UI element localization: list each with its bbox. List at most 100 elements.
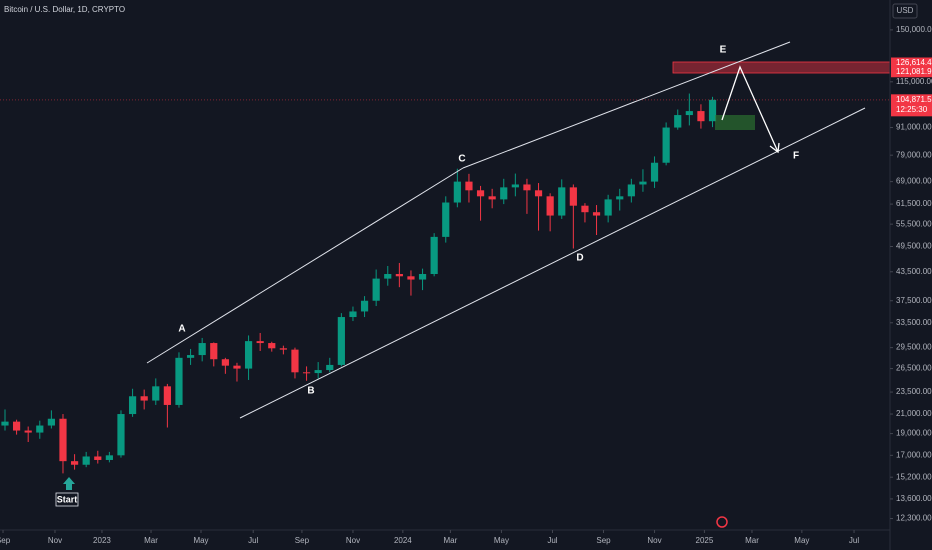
resistance-zone bbox=[672, 61, 891, 74]
candle-body bbox=[407, 276, 415, 280]
candle-body bbox=[210, 343, 218, 360]
x-tick-label: May bbox=[494, 536, 509, 545]
x-tick-label: May bbox=[794, 536, 809, 545]
candle-body bbox=[221, 359, 229, 366]
x-tick-label: Mar bbox=[444, 536, 458, 545]
candle-body bbox=[395, 274, 403, 277]
x-tick-label: May bbox=[193, 536, 208, 545]
candle-body bbox=[442, 202, 450, 237]
candle-body bbox=[360, 300, 369, 312]
y-tick-label: 26,500.00 bbox=[896, 364, 932, 373]
candle-body bbox=[430, 236, 438, 275]
candle-body bbox=[627, 184, 635, 197]
price-label-box bbox=[891, 57, 932, 69]
currency-box bbox=[892, 3, 918, 19]
wave-label: C bbox=[458, 154, 465, 165]
x-tick-label: Sep bbox=[596, 536, 611, 545]
projection-arrowhead bbox=[769, 142, 780, 154]
candle-body bbox=[616, 196, 624, 200]
wave-label: F bbox=[793, 151, 799, 162]
candle-body bbox=[36, 425, 44, 433]
y-tick-label: 13,600.00 bbox=[896, 494, 932, 503]
x-tick-label: Sep bbox=[0, 536, 11, 545]
x-tick-label: Jul bbox=[248, 536, 258, 545]
candle-body bbox=[639, 181, 647, 185]
candle-body bbox=[546, 196, 554, 216]
y-tick-label: 115,000.00 bbox=[896, 77, 932, 86]
price-axis bbox=[890, 0, 932, 550]
candle-body bbox=[592, 212, 601, 216]
candle-body bbox=[117, 414, 125, 456]
candle-body bbox=[500, 187, 508, 200]
candle-body bbox=[163, 386, 171, 405]
y-tick-label: 69,000.00 bbox=[896, 177, 932, 186]
price-label: 104,871.52 bbox=[896, 95, 932, 104]
candle-body bbox=[384, 274, 392, 279]
x-tick-label: Mar bbox=[745, 536, 759, 545]
candle-body bbox=[12, 421, 21, 431]
candle-body bbox=[708, 99, 717, 122]
x-tick-label: 2024 bbox=[394, 536, 412, 545]
candle-body bbox=[418, 274, 427, 280]
candle-body bbox=[279, 348, 287, 350]
candle-body bbox=[685, 111, 693, 116]
candle-body bbox=[476, 190, 485, 197]
y-tick-label: 23,500.00 bbox=[896, 387, 932, 396]
candle-body bbox=[140, 396, 148, 401]
price-label: 126,614.48 bbox=[896, 58, 932, 67]
channel-upper-right bbox=[462, 41, 791, 169]
candle-body bbox=[256, 341, 264, 344]
start-box bbox=[55, 492, 79, 507]
candle-body bbox=[302, 372, 311, 374]
wave-label: D bbox=[576, 253, 583, 264]
x-tick-label: Nov bbox=[647, 536, 661, 545]
candle-body bbox=[465, 181, 473, 191]
y-tick-label: 55,500.00 bbox=[896, 219, 932, 228]
candle-body bbox=[47, 418, 55, 426]
candle-body bbox=[314, 370, 322, 374]
support-zone bbox=[715, 115, 755, 130]
candle-body bbox=[534, 190, 543, 197]
candle-body bbox=[569, 187, 577, 206]
candle-body bbox=[175, 357, 183, 405]
price-label-box bbox=[891, 94, 932, 117]
candle-body bbox=[558, 187, 566, 216]
y-tick-label: 79,000.00 bbox=[896, 150, 932, 159]
candle-body bbox=[662, 127, 670, 163]
candle-body bbox=[198, 343, 206, 356]
candle-body bbox=[523, 184, 531, 191]
start-arrow bbox=[63, 477, 75, 490]
candle-body bbox=[268, 343, 276, 349]
wave-label: E bbox=[720, 45, 727, 56]
candle-body bbox=[70, 461, 79, 465]
candle-body bbox=[349, 311, 357, 318]
axes: 150,000.00 115,000.00 91,000.00 79,000.00 69… bbox=[0, 25, 932, 545]
x-tick-label: Jul bbox=[547, 536, 557, 545]
candle-body bbox=[186, 355, 195, 358]
candle-body bbox=[105, 455, 113, 460]
candle-body bbox=[372, 278, 380, 301]
x-tick-label: Sep bbox=[295, 536, 310, 545]
channel-lower bbox=[239, 107, 866, 419]
y-tick-label: 33,500.00 bbox=[896, 318, 932, 327]
candle-body bbox=[1, 421, 9, 426]
y-tick-label: 15,200.00 bbox=[896, 472, 932, 481]
candle-body bbox=[94, 456, 102, 460]
candle-body bbox=[650, 162, 659, 182]
x-tick-label: Jul bbox=[849, 536, 859, 545]
y-tick-label: 49,500.00 bbox=[896, 242, 932, 251]
y-tick-label: 12,300.00 bbox=[896, 514, 932, 523]
currency-label: USD bbox=[897, 6, 914, 15]
y-tick-label: 43,500.00 bbox=[896, 267, 932, 276]
logo bbox=[716, 516, 728, 528]
candle-body bbox=[453, 181, 461, 203]
y-tick-label: 17,000.00 bbox=[896, 450, 932, 459]
channel-upper-left bbox=[146, 167, 464, 364]
candle-body bbox=[59, 418, 67, 462]
candle-body bbox=[604, 199, 612, 216]
y-tick-label: 37,500.00 bbox=[896, 296, 932, 305]
x-tick-label: Nov bbox=[346, 536, 360, 545]
price-label: 121,081.96 bbox=[896, 67, 932, 76]
